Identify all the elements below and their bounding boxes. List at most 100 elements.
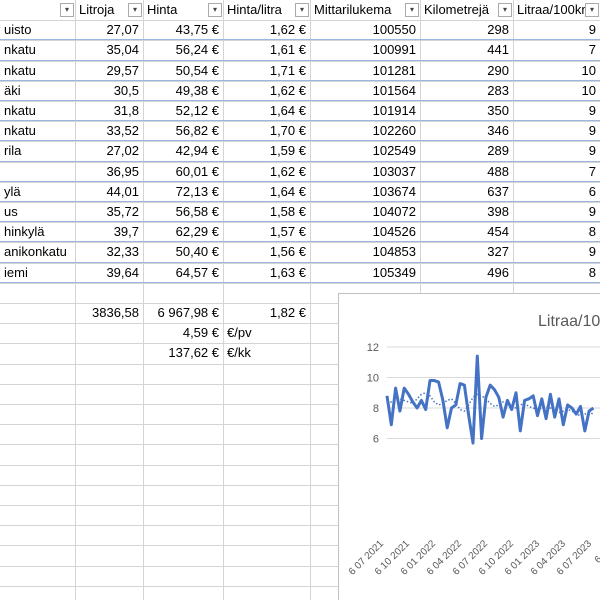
filter-button[interactable]: ▾ <box>405 3 419 17</box>
place-cell: ylä <box>4 183 21 199</box>
value-cell: 27,02 <box>106 143 139 159</box>
row-line <box>0 101 600 102</box>
row-line <box>0 323 600 324</box>
row-line <box>0 364 600 365</box>
filter-button[interactable]: ▾ <box>585 3 599 17</box>
value-cell: 346 <box>487 123 509 139</box>
value-cell: 102549 <box>372 143 416 159</box>
row-line <box>0 545 600 546</box>
row-line <box>0 343 600 344</box>
row-line <box>0 182 600 183</box>
filter-button[interactable]: ▾ <box>208 3 222 17</box>
value-cell: 1,62 € <box>269 163 306 179</box>
value-cell: 30,5 <box>113 82 139 98</box>
value-cell: 9 <box>588 22 596 38</box>
value-cell: 6 <box>588 183 596 199</box>
value-cell: 1,62 € <box>269 82 306 98</box>
x-tick-label: 6 10 2 <box>593 538 600 566</box>
row-band-line <box>0 262 600 263</box>
place-cell: us <box>4 204 18 219</box>
value-cell: 101281 <box>372 62 416 78</box>
total-cell: 3836,58 <box>92 305 139 320</box>
row-line <box>0 566 600 567</box>
row-line <box>0 263 600 264</box>
row-band-line <box>0 100 600 101</box>
value-cell: 488 <box>487 163 509 179</box>
row-line <box>0 81 600 82</box>
row-band-line <box>0 282 600 283</box>
value-cell: 35,72 <box>106 204 139 219</box>
value-cell: 42,94 € <box>175 143 219 159</box>
value-cell: 36,95 <box>106 163 139 179</box>
place-cell: äki <box>4 82 21 98</box>
row-line <box>0 40 600 41</box>
value-cell: 9 <box>588 204 596 219</box>
row-line <box>0 525 600 526</box>
value-cell: 10 <box>581 62 596 78</box>
value-cell: 289 <box>487 143 509 159</box>
value-cell: 298 <box>487 22 509 38</box>
column-line <box>223 0 224 600</box>
value-cell: 43,75 € <box>175 22 219 38</box>
column-header: Kilometrejä <box>424 2 490 17</box>
row-band-line <box>0 221 600 222</box>
value-cell: 1,57 € <box>269 224 306 240</box>
summary-value: 4,59 € <box>182 325 219 341</box>
value-cell: 290 <box>487 62 509 78</box>
value-cell: 31,8 <box>113 103 139 118</box>
value-cell: 104853 <box>372 244 416 260</box>
place-cell: hinkylä <box>4 224 45 240</box>
value-cell: 441 <box>487 42 509 58</box>
column-line <box>143 0 144 600</box>
value-cell: 350 <box>487 103 509 118</box>
total-cell: 1,82 € <box>269 305 306 320</box>
summary-unit: €/pv <box>227 325 252 341</box>
row-line <box>0 20 600 21</box>
line-series <box>386 392 594 417</box>
y-tick-label: 10 <box>367 373 379 385</box>
value-cell: 327 <box>487 244 509 260</box>
value-cell: 283 <box>487 82 509 98</box>
value-cell: 104072 <box>372 204 416 219</box>
row-line <box>0 162 600 163</box>
column-header: Mittarilukema <box>314 2 392 17</box>
value-cell: 1,56 € <box>269 244 306 260</box>
row-band-line <box>0 80 600 81</box>
value-cell: 102260 <box>372 123 416 139</box>
column-line <box>310 0 311 600</box>
value-cell: 49,38 € <box>175 82 219 98</box>
value-cell: 39,7 <box>113 224 139 240</box>
row-line <box>0 404 600 405</box>
row-line <box>0 303 600 304</box>
place-cell: nkatu <box>4 62 36 78</box>
value-cell: 32,33 <box>106 244 139 260</box>
value-cell: 35,04 <box>106 42 139 58</box>
value-cell: 50,54 € <box>175 62 219 78</box>
row-line <box>0 202 600 203</box>
row-band-line <box>0 140 600 141</box>
place-cell: nkatu <box>4 103 36 118</box>
column-header: Litraa/100km <box>517 2 593 17</box>
value-cell: 8 <box>588 264 596 280</box>
value-cell: 454 <box>487 224 509 240</box>
row-line <box>0 424 600 425</box>
filter-button[interactable]: ▾ <box>295 3 309 17</box>
place-cell: nkatu <box>4 123 36 139</box>
column-header: Hinta <box>147 2 178 17</box>
row-band-line <box>0 161 600 162</box>
value-cell: 27,07 <box>106 22 139 38</box>
row-line <box>0 141 600 142</box>
value-cell: 103674 <box>372 183 416 199</box>
filter-button[interactable]: ▾ <box>498 3 512 17</box>
filter-button[interactable]: ▾ <box>128 3 142 17</box>
value-cell: 1,64 € <box>269 183 306 199</box>
value-cell: 7 <box>588 42 596 58</box>
filter-button[interactable]: ▾ <box>60 3 74 17</box>
place-cell: iemi <box>4 264 28 280</box>
value-cell: 56,82 € <box>175 123 219 139</box>
value-cell: 104526 <box>372 224 416 240</box>
row-band-line <box>0 39 600 40</box>
value-cell: 64,57 € <box>175 264 219 280</box>
value-cell: 8 <box>588 224 596 240</box>
